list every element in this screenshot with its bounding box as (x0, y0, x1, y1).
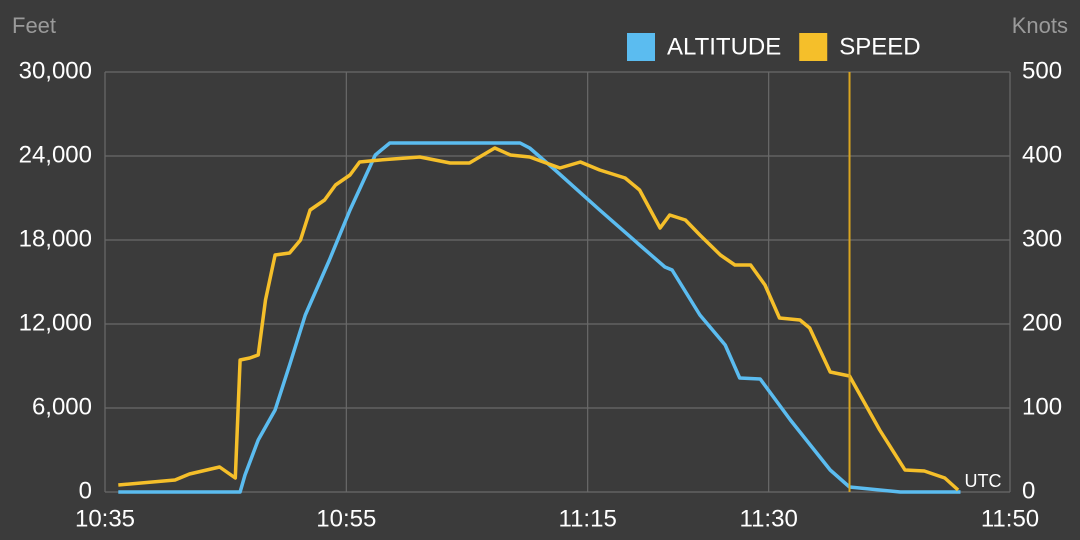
y2-tick-label: 400 (1022, 141, 1062, 168)
y-axis-label: Feet (12, 13, 56, 38)
legend-label: SPEED (839, 33, 920, 60)
y2-tick-label: 300 (1022, 225, 1062, 252)
legend-swatch (627, 33, 655, 61)
y2-tick-label: 200 (1022, 309, 1062, 336)
y2-axis-label: Knots (1012, 13, 1068, 38)
y-tick-label: 18,000 (19, 225, 92, 252)
x-tick-label: 11:15 (559, 505, 617, 532)
timezone-note: UTC (965, 471, 1002, 491)
data-line (118, 146, 960, 492)
y2-tick-label: 0 (1022, 477, 1035, 504)
y-tick-label: 12,000 (19, 309, 92, 336)
x-tick-label: 11:30 (740, 505, 798, 532)
x-tick-label: 11:50 (981, 505, 1039, 532)
data-line (118, 141, 961, 494)
x-tick-label: 10:55 (316, 505, 376, 532)
legend-label: ALTITUDE (667, 33, 781, 60)
y-tick-label: 6,000 (32, 393, 92, 420)
legend-swatch (799, 33, 828, 61)
y2-tick-label: 500 (1022, 57, 1062, 84)
y2-tick-label: 100 (1022, 393, 1062, 420)
y-tick-label: 30,000 (19, 57, 92, 84)
y-tick-label: 24,000 (19, 141, 92, 168)
y-tick-label: 0 (79, 477, 92, 504)
x-tick-label: 10:35 (75, 505, 135, 532)
